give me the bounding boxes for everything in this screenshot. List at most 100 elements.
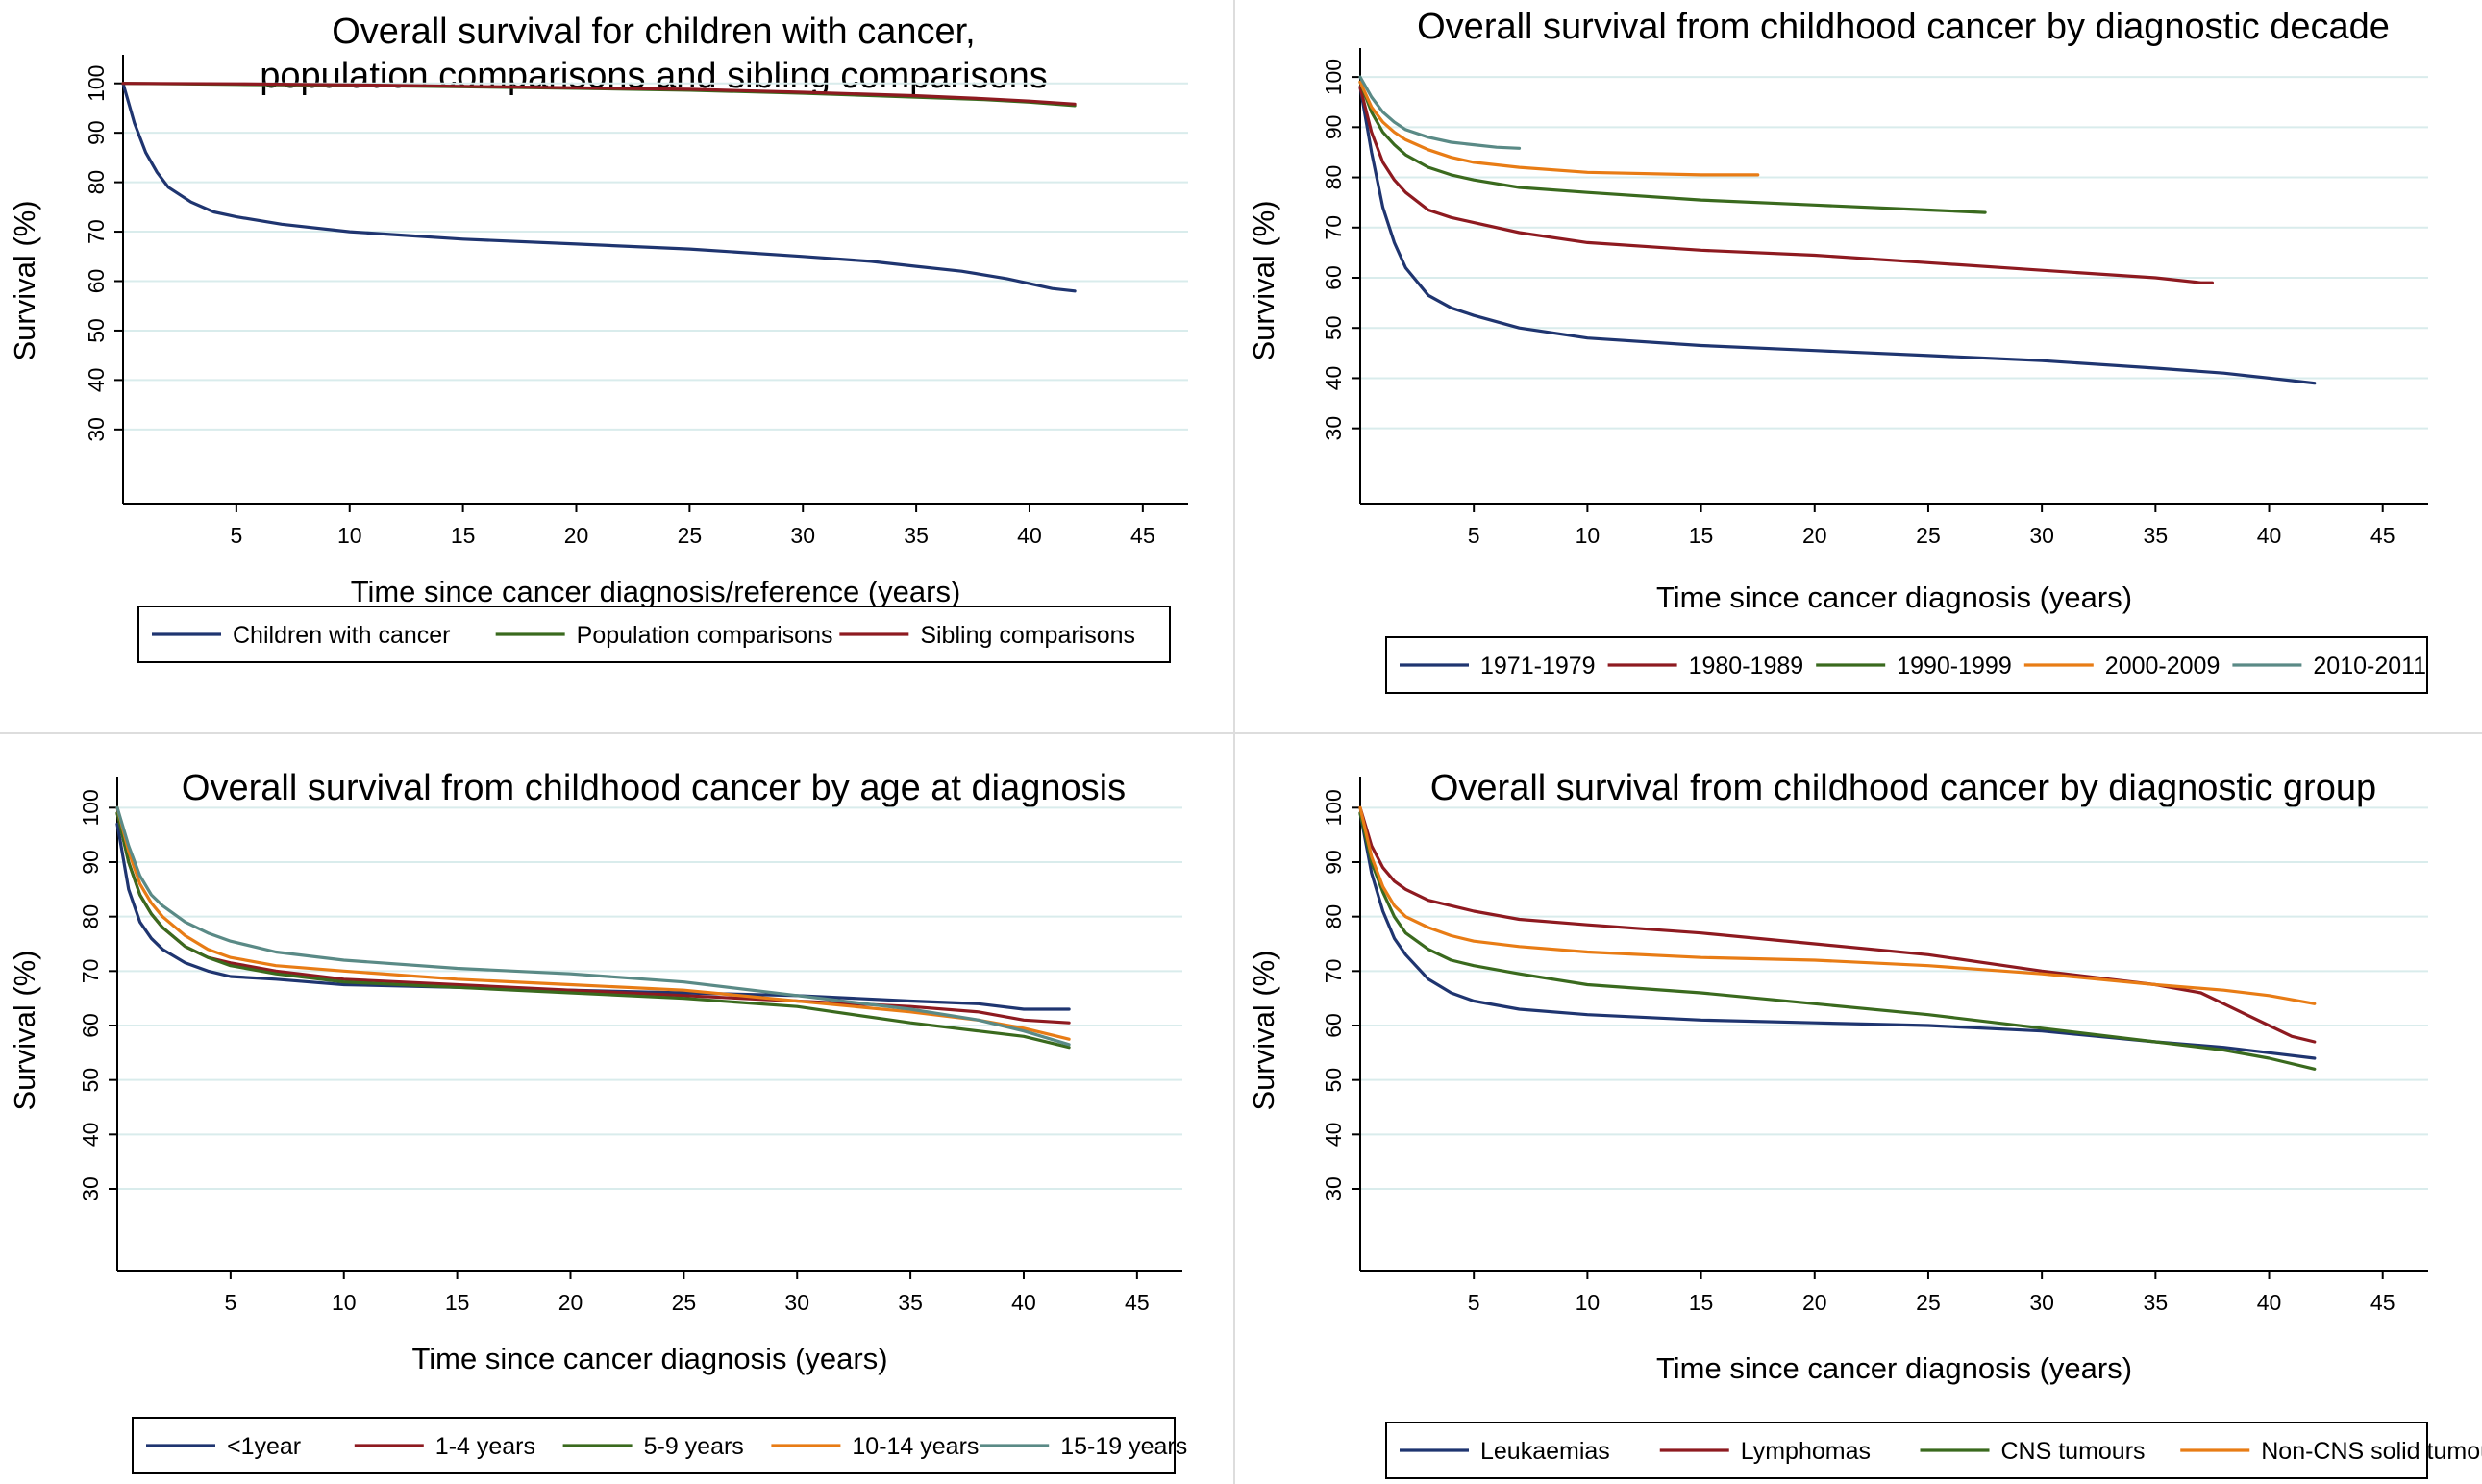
horizontal-divider <box>0 732 2482 734</box>
y-tick-label: 90 <box>1321 850 1346 875</box>
series-line-sibling-comparisons <box>121 82 1077 106</box>
x-tick-label: 25 <box>1916 1290 1941 1315</box>
x-tick-label: 10 <box>332 1290 357 1315</box>
y-tick-label: 60 <box>78 1013 103 1038</box>
series-line-1980-1989 <box>1358 85 2215 284</box>
x-tick-label: 15 <box>1689 523 1714 548</box>
x-tick-label: 45 <box>2370 523 2395 548</box>
y-tick-label: 50 <box>84 318 109 343</box>
y-axis-label: Survival (%) <box>1247 200 1280 360</box>
x-axis-label: Time since cancer diagnosis (years) <box>411 1342 887 1375</box>
series-line-10-14-years <box>115 805 1071 1041</box>
y-tick-label: 80 <box>1321 165 1346 190</box>
x-tick-label: 30 <box>2029 523 2054 548</box>
x-axis-label: Time since cancer diagnosis (years) <box>1656 581 2132 614</box>
x-tick-label: 25 <box>1916 523 1941 548</box>
series-line-1990-1999 <box>1358 80 1987 214</box>
chart-title: Overall survival from childhood cancer b… <box>182 768 1126 808</box>
series-line-leukaemias <box>1358 811 2317 1060</box>
legend-box <box>1385 1422 2428 1479</box>
legend-label: Non-CNS solid tumours <box>2261 1438 2482 1465</box>
legend-label: Population comparisons <box>577 622 833 649</box>
series-line-1year <box>115 822 1071 1011</box>
y-tick-label: 70 <box>1321 959 1346 984</box>
x-tick-label: 45 <box>1130 523 1155 548</box>
y-tick-label: 50 <box>1321 1068 1346 1093</box>
legend-label: 5-9 years <box>644 1433 744 1460</box>
y-tick-label: 70 <box>1321 215 1346 240</box>
x-tick-label: 20 <box>558 1290 583 1315</box>
series-line-lymphomas <box>1358 805 2317 1044</box>
vertical-divider <box>1233 0 1235 1484</box>
x-tick-label: 15 <box>451 523 476 548</box>
x-tick-label: 35 <box>898 1290 923 1315</box>
x-tick-label: 35 <box>904 523 929 548</box>
legend-label: <1year <box>227 1433 301 1460</box>
y-tick-label: 50 <box>1321 315 1346 340</box>
x-tick-label: 5 <box>1468 1290 1480 1315</box>
y-tick-label: 40 <box>1321 1123 1346 1148</box>
y-tick-label: 60 <box>1321 265 1346 290</box>
y-tick-label: 90 <box>78 850 103 875</box>
series-line-2010-2011 <box>1358 75 1522 150</box>
legend-label: Lymphomas <box>1741 1438 1871 1465</box>
y-tick-label: 60 <box>1321 1013 1346 1038</box>
x-tick-label: 25 <box>678 523 703 548</box>
legend-label: 1990-1999 <box>1897 653 2012 680</box>
series-line-1971-1979 <box>1358 85 2317 385</box>
legend-label: Children with cancer <box>233 622 451 649</box>
y-tick-label: 30 <box>1321 1176 1346 1201</box>
legend-label: 1980-1989 <box>1689 653 1804 680</box>
y-tick-label: 70 <box>84 219 109 244</box>
x-tick-label: 30 <box>790 523 815 548</box>
x-tick-label: 40 <box>2257 523 2282 548</box>
y-tick-label: 40 <box>78 1123 103 1148</box>
y-tick-label: 50 <box>78 1068 103 1093</box>
x-tick-label: 20 <box>1802 1290 1827 1315</box>
x-tick-label: 25 <box>672 1290 697 1315</box>
y-tick-label: 80 <box>78 904 103 929</box>
y-tick-label: 100 <box>78 789 103 826</box>
y-tick-label: 100 <box>1321 789 1346 826</box>
x-tick-label: 40 <box>1017 523 1042 548</box>
legend-label: 2010-2011 <box>2313 653 2426 680</box>
x-tick-label: 5 <box>1468 523 1480 548</box>
series-line-15-19-years <box>115 805 1071 1047</box>
x-tick-label: 40 <box>2257 1290 2282 1315</box>
x-tick-label: 30 <box>784 1290 809 1315</box>
y-tick-label: 30 <box>84 417 109 442</box>
y-tick-label: 80 <box>1321 904 1346 929</box>
x-tick-label: 45 <box>2370 1290 2395 1315</box>
chart-title: Overall survival for children with cance… <box>332 12 975 52</box>
x-tick-label: 15 <box>1689 1290 1714 1315</box>
y-tick-label: 90 <box>1321 115 1346 140</box>
series-line-cns-tumours <box>1358 811 2317 1071</box>
legend-label: 1-4 years <box>435 1433 535 1460</box>
x-tick-label: 20 <box>564 523 589 548</box>
x-axis-label: Time since cancer diagnosis/reference (y… <box>351 575 961 608</box>
series-line-children-with-cancer <box>121 82 1077 293</box>
y-tick-label: 40 <box>84 368 109 393</box>
x-tick-label: 40 <box>1011 1290 1036 1315</box>
legend-label: Sibling comparisons <box>920 622 1135 649</box>
legend-label: CNS tumours <box>2001 1438 2146 1465</box>
x-tick-label: 10 <box>1576 1290 1601 1315</box>
x-tick-label: 35 <box>2144 1290 2169 1315</box>
chart-title: Overall survival from childhood cancer b… <box>1417 7 2390 47</box>
y-tick-label: 30 <box>1321 416 1346 441</box>
chart-title: Overall survival from childhood cancer b… <box>1430 768 2376 808</box>
legend-label: Leukaemias <box>1480 1438 1610 1465</box>
series-line-5-9-years <box>115 811 1071 1050</box>
x-tick-label: 45 <box>1125 1290 1150 1315</box>
x-tick-label: 15 <box>445 1290 470 1315</box>
x-tick-label: 10 <box>337 523 362 548</box>
x-tick-label: 30 <box>2029 1290 2054 1315</box>
series-line-1-4-years <box>115 811 1071 1025</box>
y-tick-label: 40 <box>1321 366 1346 391</box>
y-axis-label: Survival (%) <box>8 950 41 1110</box>
legend-label: 1971-1979 <box>1480 653 1596 680</box>
legend-box <box>137 606 1171 663</box>
y-tick-label: 80 <box>84 170 109 195</box>
x-tick-label: 35 <box>2144 523 2169 548</box>
